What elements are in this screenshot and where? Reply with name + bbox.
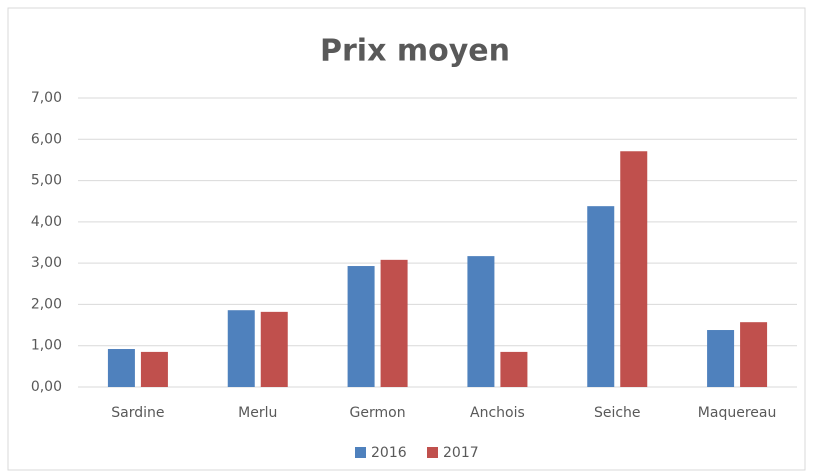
y-tick-label: 4,00 <box>31 214 62 230</box>
y-tick-label: 6,00 <box>31 131 62 147</box>
bar <box>500 351 528 387</box>
bar <box>467 256 495 387</box>
legend-swatch <box>427 447 438 458</box>
bar <box>620 151 648 387</box>
legend-swatch <box>355 447 366 458</box>
x-tick-label: Merlu <box>238 405 277 421</box>
bar <box>140 351 168 387</box>
y-tick-label: 5,00 <box>31 173 62 189</box>
y-tick-label: 7,00 <box>31 90 62 106</box>
bar <box>107 349 135 387</box>
x-tick-label: Anchois <box>470 405 525 421</box>
y-tick-label: 3,00 <box>31 255 62 271</box>
x-tick-label: Sardine <box>111 405 164 421</box>
y-tick-label: 2,00 <box>31 296 62 312</box>
x-tick-label: Maquereau <box>698 405 777 421</box>
y-tick-label: 1,00 <box>31 338 62 354</box>
chart-title: Prix moyen <box>320 34 510 69</box>
bar <box>707 330 735 387</box>
x-tick-label: Germon <box>350 405 406 421</box>
bar <box>227 310 255 387</box>
chart-border <box>7 7 806 471</box>
bar <box>587 206 615 387</box>
legend-label: 2016 <box>371 445 407 461</box>
x-tick-label: Seiche <box>594 405 641 421</box>
bar <box>347 266 375 387</box>
y-tick-label: 0,00 <box>31 379 62 395</box>
bar <box>260 311 288 387</box>
bar <box>380 259 408 387</box>
legend-label: 2017 <box>443 445 479 461</box>
bar <box>740 322 768 387</box>
